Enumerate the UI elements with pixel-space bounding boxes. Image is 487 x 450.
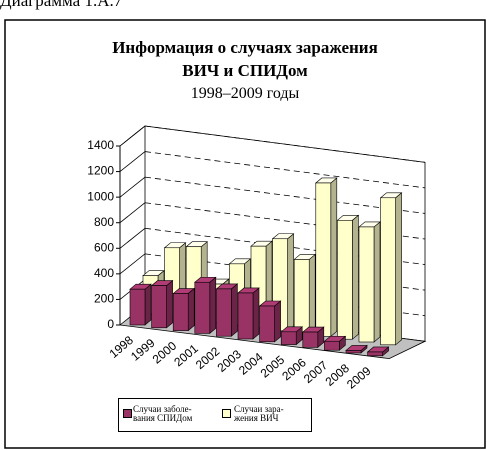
y-tick-label: 400 bbox=[94, 266, 114, 280]
chart-subtitle: 1998–2009 годы bbox=[190, 85, 300, 102]
bar bbox=[302, 331, 319, 348]
bar bbox=[293, 259, 310, 334]
bar-side bbox=[395, 192, 402, 346]
bar bbox=[280, 331, 297, 345]
side-grid-line bbox=[119, 151, 146, 172]
bar bbox=[237, 292, 254, 340]
bar-side bbox=[287, 233, 294, 332]
bar bbox=[358, 226, 375, 343]
bar bbox=[259, 305, 275, 343]
bar-side bbox=[330, 177, 338, 338]
legend: Случаи заболе- вания СПИДом Случаи зара-… bbox=[118, 398, 312, 432]
bar bbox=[337, 219, 353, 340]
bar bbox=[172, 293, 189, 331]
bar bbox=[345, 350, 362, 354]
y-tick-label: 800 bbox=[94, 215, 114, 229]
legend-swatch bbox=[222, 409, 231, 418]
frame bbox=[4, 19, 486, 449]
y-tick-label: 1400 bbox=[87, 138, 114, 152]
bar bbox=[315, 182, 332, 337]
bar-side bbox=[373, 221, 381, 343]
bar bbox=[367, 351, 383, 357]
side-grid-line bbox=[119, 253, 146, 275]
grid-line bbox=[144, 125, 426, 163]
grid-line bbox=[144, 176, 426, 214]
grid-line bbox=[144, 151, 426, 189]
bar-side bbox=[187, 287, 195, 332]
side-grid-line bbox=[119, 202, 146, 224]
side-grid-line bbox=[119, 176, 146, 198]
bar bbox=[194, 281, 211, 334]
bar-side bbox=[274, 300, 281, 343]
y-tick-label: 200 bbox=[94, 292, 114, 306]
bar bbox=[129, 288, 146, 326]
bar-side bbox=[231, 283, 238, 337]
bar bbox=[151, 285, 167, 329]
chart-title: Информация о случаях заражения ВИЧ и СПИ… bbox=[112, 38, 378, 80]
bar-side bbox=[144, 283, 152, 326]
bar-side bbox=[209, 276, 217, 335]
side-grid-line bbox=[119, 227, 146, 249]
bar-side bbox=[352, 214, 359, 340]
caption: Диаграмма 1.А.7 bbox=[0, 0, 123, 10]
bar-side bbox=[166, 279, 173, 329]
bar bbox=[380, 197, 396, 346]
y-tick-label: 0 bbox=[107, 317, 114, 331]
side-grid-line bbox=[119, 125, 146, 147]
legend-label: Случаи заболе- вания СПИДом bbox=[133, 404, 193, 423]
bar bbox=[216, 288, 232, 337]
bar bbox=[324, 340, 340, 351]
legend-label: Случаи зара- жения ВИЧ bbox=[234, 404, 284, 423]
bar-side bbox=[252, 287, 260, 340]
y-tick-label: 600 bbox=[94, 240, 114, 254]
legend-swatch bbox=[123, 409, 132, 418]
y-tick-label: 1000 bbox=[87, 189, 114, 203]
bar-side bbox=[308, 253, 316, 335]
y-tick-label: 1200 bbox=[87, 164, 114, 178]
